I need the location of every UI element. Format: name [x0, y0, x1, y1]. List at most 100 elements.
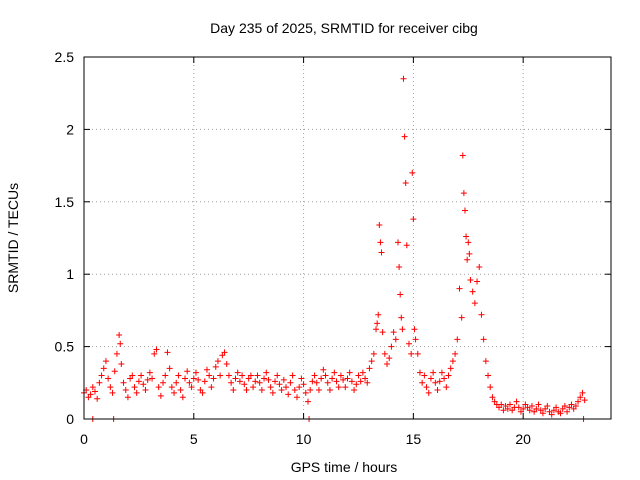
data-point: [485, 372, 492, 379]
data-point: [375, 311, 382, 318]
data-point: [480, 336, 487, 343]
data-point: [298, 375, 305, 382]
data-point: [364, 379, 371, 386]
data-point: [575, 398, 582, 405]
data-point: [461, 207, 468, 214]
data-point: [182, 375, 189, 382]
data-point: [313, 379, 320, 386]
data-point: [287, 379, 294, 386]
data-point: [188, 384, 195, 391]
data-point: [533, 405, 540, 412]
data-point: [107, 384, 114, 391]
data-point: [263, 369, 270, 376]
data-point: [133, 389, 140, 396]
data-point: [309, 378, 316, 385]
data-point: [452, 350, 459, 357]
data-point: [265, 376, 272, 383]
data-point: [403, 242, 410, 249]
data-point: [544, 402, 551, 409]
data-point: [105, 375, 112, 382]
data-point: [386, 355, 393, 362]
data-point: [304, 398, 311, 405]
data-point: [283, 384, 290, 391]
data-point: [173, 379, 180, 386]
data-point: [289, 372, 296, 379]
data-point: [337, 372, 344, 379]
data-point: [247, 372, 254, 379]
data-point: [144, 376, 151, 383]
data-point: [269, 389, 276, 396]
data-point: [192, 369, 199, 376]
data-point: [243, 387, 250, 394]
data-point: [460, 190, 467, 197]
data-point: [464, 256, 471, 263]
data-point: [201, 378, 208, 385]
x-tick-label: 10: [296, 431, 312, 447]
data-point: [498, 401, 505, 408]
data-point: [355, 372, 362, 379]
data-point: [348, 378, 355, 385]
data-point: [162, 372, 169, 379]
data-point: [254, 372, 261, 379]
data-point: [353, 381, 360, 388]
data-point: [149, 375, 156, 382]
data-point: [151, 350, 158, 357]
data-point: [377, 239, 384, 246]
data-point: [402, 179, 409, 186]
data-point: [340, 376, 347, 383]
data-point: [465, 239, 472, 246]
data-point: [568, 401, 575, 408]
data-point: [467, 276, 474, 283]
data-point: [487, 384, 494, 391]
data-point: [436, 378, 443, 385]
axis-ticks: [83, 56, 611, 420]
data-point: [117, 340, 124, 347]
data-point: [370, 350, 377, 357]
plot-frame: [83, 56, 612, 420]
y-axis-title: SRMTID / TECUs: [5, 183, 21, 293]
data-point: [300, 381, 307, 388]
data-point: [411, 326, 418, 333]
data-point: [445, 372, 452, 379]
data-point: [463, 233, 470, 240]
data-point: [324, 379, 331, 386]
data-point: [357, 378, 364, 385]
data-point: [373, 326, 380, 333]
data-point: [326, 387, 333, 394]
data-point: [548, 411, 555, 418]
data-point: [421, 372, 428, 379]
data-point: [91, 388, 98, 395]
data-point: [474, 278, 481, 285]
chart-title: Day 235 of 2025, SRMTID for receiver cib…: [210, 20, 478, 36]
y-tick-label: 1: [66, 266, 74, 282]
data-points: [81, 75, 588, 422]
data-point: [118, 360, 125, 367]
data-point: [239, 372, 246, 379]
data-point: [223, 360, 230, 367]
data-point: [449, 358, 456, 365]
data-point: [206, 372, 213, 379]
data-point: [234, 369, 241, 376]
data-point: [272, 378, 279, 385]
x-tick-label: 20: [515, 431, 531, 447]
data-point: [362, 375, 369, 382]
data-point: [572, 402, 579, 409]
data-point: [109, 389, 116, 396]
data-point: [520, 405, 527, 412]
data-point: [447, 365, 454, 372]
data-point: [307, 387, 314, 394]
data-point: [94, 395, 101, 402]
data-point: [280, 376, 287, 383]
data-point: [175, 372, 182, 379]
data-point: [359, 369, 366, 376]
data-point: [256, 379, 263, 386]
data-point: [274, 372, 281, 379]
data-point: [561, 402, 568, 409]
data-point: [412, 336, 419, 343]
data-point: [252, 378, 259, 385]
data-point: [408, 350, 415, 357]
data-point: [221, 349, 228, 356]
data-point: [416, 369, 423, 376]
data-point: [504, 405, 511, 412]
